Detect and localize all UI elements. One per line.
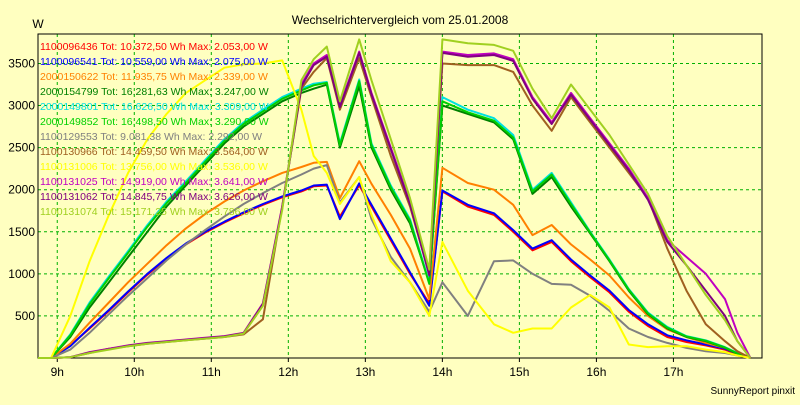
y-axis-label: W	[32, 17, 44, 31]
series-line-2	[38, 182, 751, 359]
y-tick-label: 3000	[8, 99, 35, 113]
x-tick-label: 9h	[51, 365, 64, 379]
y-tick-label: 1000	[8, 267, 35, 281]
x-tick-label: 14h	[432, 365, 452, 379]
plot-frame	[37, 33, 763, 359]
legend-entry-1: 1100096436 Tot: 10.372,50 Wh Max: 2.053,…	[40, 41, 268, 53]
chart-title: Wechselrichtervergleich vom 25.01.2008	[292, 13, 509, 27]
legend-entry-5: 2000149801 Tot: 16.626,50 Wh Max: 3.309,…	[40, 101, 269, 113]
x-tick-label: 10h	[124, 365, 144, 379]
legend-entry-8: 1100130966 Tot: 14.459,50 Wh Max: 3.564,…	[40, 146, 268, 158]
legend-entry-7: 1100129553 Tot: 9.081,38 Wh Max: 2.292,0…	[40, 131, 262, 143]
series-line-3	[38, 160, 751, 359]
legend-entry-6: 2000149852 Tot: 16.498,50 Wh Max: 3.290,…	[40, 116, 269, 128]
series-line-6	[38, 80, 751, 359]
legend-entry-4: 2000154799 Tot: 16.281,63 Wh Max: 3.247,…	[40, 86, 269, 98]
x-tick-label: 13h	[355, 365, 375, 379]
x-tick-label: 15h	[509, 365, 529, 379]
y-tick-label: 2500	[8, 141, 35, 155]
y-tick-label: 1500	[8, 225, 35, 239]
legend-entry-11: 1100131062 Tot: 14.845,75 Wh Max: 3.626,…	[40, 191, 268, 203]
y-tick-label: 2000	[8, 183, 35, 197]
footer-label: SunnyReport pinxit	[711, 386, 796, 397]
axis-layer: 500 1000 1500 2000 2500 3000 3500 9h 10h 11h 12h 13…	[8, 33, 763, 379]
x-tick-label: 11h	[202, 365, 221, 379]
y-tick-label: 3500	[8, 56, 35, 70]
series-line-9	[38, 59, 751, 359]
series-line-12	[38, 38, 752, 359]
x-tick-label: 16h	[586, 365, 606, 379]
legend-entry-9: 1100131006 Tot: 13.756,00 Wh Max: 3.536,…	[40, 161, 268, 173]
y-tick-label: 500	[15, 309, 35, 323]
legend-entry-10: 1100131025 Tot: 14.919,00 Wh Max: 3.641,…	[40, 176, 268, 188]
legend: 1100096436 Tot: 10.372,50 Wh Max: 2.053,…	[40, 41, 269, 218]
x-tick-label: 12h	[278, 365, 298, 379]
legend-entry-12: 1100131074 Tot: 15.171,25 Wh Max: 3.786,…	[40, 206, 268, 218]
x-tick-label: 17h	[663, 365, 683, 379]
legend-entry-3: 2000150622 Tot: 11.935,75 Wh Max: 2.339,…	[40, 71, 268, 83]
series-layer	[38, 38, 752, 359]
legend-entry-2: 1100096541 Tot: 10.559,00 Wh Max: 2.075,…	[40, 56, 268, 68]
